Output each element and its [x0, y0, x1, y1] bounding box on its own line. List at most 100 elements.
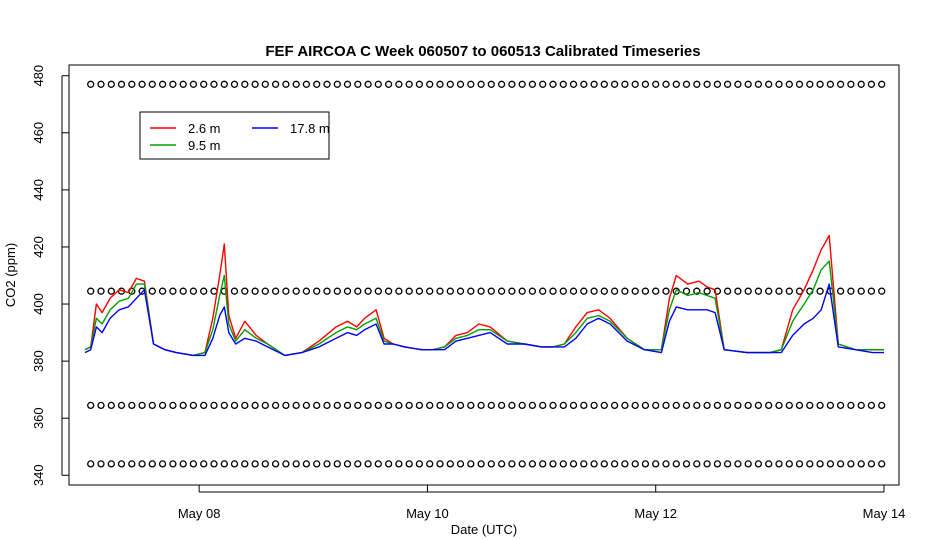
circle-point [723, 460, 732, 468]
circle-point [806, 80, 814, 88]
circle-point [323, 401, 331, 410]
circle-point [816, 460, 824, 468]
legend-box [139, 111, 330, 160]
circle-point [333, 80, 341, 88]
circle-point [107, 401, 115, 410]
circle-point [241, 80, 249, 88]
circle-point [241, 460, 249, 468]
circle-point [723, 401, 732, 410]
circle-point [200, 460, 208, 468]
circle-point [703, 460, 711, 468]
circle-point [816, 80, 824, 88]
circle-point [672, 80, 680, 88]
circle-point [333, 287, 341, 295]
circle-point [754, 287, 763, 295]
circle-point [621, 401, 629, 410]
y-tick-label: 340 [31, 464, 46, 486]
circle-point [662, 287, 670, 295]
circle-point [610, 287, 619, 295]
circle-point [610, 401, 619, 410]
circle-point [436, 287, 444, 295]
circle-point [590, 80, 598, 88]
circle-point [374, 80, 382, 88]
circle-point [271, 80, 280, 88]
circle-point [138, 401, 146, 410]
circle-point [261, 80, 269, 88]
circle-point [569, 401, 578, 410]
circle-point [703, 80, 711, 88]
circle-point [693, 401, 701, 410]
circle-point [302, 287, 311, 295]
circle-point [384, 401, 393, 410]
circle-point [703, 401, 711, 410]
circle-point [631, 401, 639, 410]
circle-point [179, 460, 187, 468]
circle-point [395, 287, 403, 295]
circle-point [467, 460, 475, 468]
circle-point [230, 287, 239, 295]
circle-point [426, 287, 434, 295]
plot-frame [68, 64, 900, 486]
circle-point [590, 287, 598, 295]
circle-point [867, 287, 876, 295]
circle-point [867, 401, 876, 410]
circle-point [847, 80, 855, 88]
circle-point [169, 80, 177, 88]
circle-point [158, 401, 167, 410]
circle-point [816, 401, 824, 410]
circle-point [446, 401, 454, 410]
x-axis: May 08 May 10 May 12 May 14 [178, 485, 905, 521]
circle-point [693, 80, 701, 88]
circle-point [703, 287, 711, 295]
circle-point [446, 287, 454, 295]
circle-point [384, 460, 393, 468]
circle-point [148, 401, 156, 410]
circle-point [467, 80, 475, 88]
legend-label: 17.8 m [290, 121, 330, 136]
circle-point [343, 80, 352, 88]
circle-point [158, 80, 167, 88]
circle-point [775, 401, 783, 410]
circle-point [415, 80, 424, 88]
circle-point [621, 460, 629, 468]
circle-point [826, 460, 835, 468]
circle-point [148, 80, 156, 88]
circle-point [456, 287, 465, 295]
circle-point [405, 460, 413, 468]
circle-point [836, 401, 845, 410]
circle-point [652, 80, 660, 88]
circle-point [148, 287, 156, 295]
x-axis-label: Date (UTC) [451, 522, 517, 537]
circle-point [456, 460, 465, 468]
circle-point [518, 80, 526, 88]
legend-label: 2.6 m [188, 121, 221, 136]
circle-point [559, 80, 567, 88]
circle-point [641, 401, 650, 410]
circle-point [847, 460, 855, 468]
circle-point [857, 80, 865, 88]
circle-point [323, 287, 331, 295]
circle-point [549, 460, 557, 468]
circle-point [528, 460, 537, 468]
circle-point [343, 460, 352, 468]
y-tick-label: 360 [31, 407, 46, 429]
circle-point [508, 460, 516, 468]
circle-point [590, 401, 598, 410]
circle-point [395, 401, 403, 410]
circle-point [364, 287, 372, 295]
circle-point [723, 80, 732, 88]
circle-point [128, 460, 136, 468]
circle-point [436, 460, 444, 468]
x-tick-label: May 10 [406, 506, 449, 521]
circle-point [734, 401, 742, 410]
circle-point [251, 287, 259, 295]
circle-point [580, 460, 588, 468]
circle-point [467, 401, 475, 410]
circle-point [97, 80, 105, 88]
circle-point [549, 287, 557, 295]
circle-point [436, 401, 444, 410]
circle-point [847, 287, 855, 295]
circle-point [436, 80, 444, 88]
circle-point [292, 80, 300, 88]
circle-point [641, 80, 650, 88]
